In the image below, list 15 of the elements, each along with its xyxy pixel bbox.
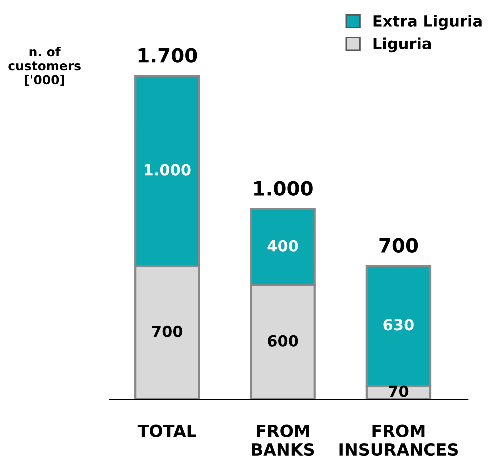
total-label: 700 xyxy=(380,238,418,253)
data-label: 600 xyxy=(268,335,298,347)
legend-label: Extra Liguria xyxy=(374,15,482,30)
legend-label: Liguria xyxy=(374,38,432,53)
x-tick-label: FROM INSURANCES xyxy=(340,424,458,456)
total-label: 1.700 xyxy=(138,48,198,63)
y-axis-title: n. of customers ['000] xyxy=(8,47,81,86)
total-label: 1.000 xyxy=(254,181,313,196)
data-label: 700 xyxy=(152,326,183,338)
data-label: 400 xyxy=(268,240,298,252)
x-tick-label: TOTAL xyxy=(138,424,196,438)
data-label: 70 xyxy=(389,386,409,398)
x-tick-label: FROM BANKS xyxy=(252,424,314,456)
data-label: 1.000 xyxy=(144,164,191,176)
data-label: 630 xyxy=(384,319,414,331)
